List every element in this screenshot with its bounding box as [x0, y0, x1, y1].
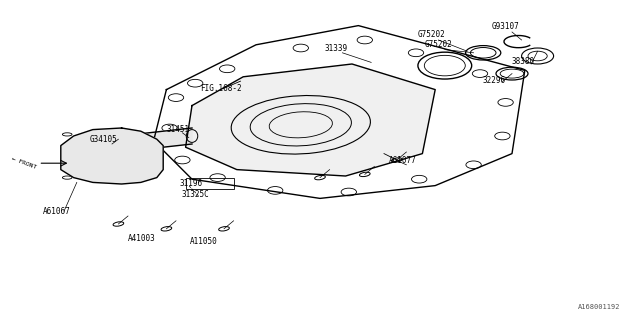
Polygon shape	[134, 128, 192, 150]
Text: A41003: A41003	[128, 234, 156, 243]
Text: A61067: A61067	[42, 207, 70, 216]
Text: FIG.168-2: FIG.168-2	[200, 84, 242, 92]
Text: 32296: 32296	[483, 76, 506, 85]
Text: A168001192: A168001192	[579, 304, 621, 310]
Polygon shape	[186, 64, 435, 176]
Text: 31339: 31339	[324, 44, 348, 52]
Text: G75202: G75202	[418, 30, 446, 39]
Text: ← FRONT: ← FRONT	[11, 156, 37, 170]
Text: 38380: 38380	[512, 57, 535, 66]
Polygon shape	[61, 128, 163, 184]
Text: G75202: G75202	[424, 40, 452, 49]
Text: 31451: 31451	[166, 125, 189, 134]
Text: A61077: A61077	[389, 156, 417, 165]
Text: 31196: 31196	[179, 179, 202, 188]
Text: G34105: G34105	[90, 135, 118, 144]
Text: G93107: G93107	[492, 22, 520, 31]
Text: A11050: A11050	[189, 237, 218, 246]
Text: 31325C: 31325C	[181, 190, 209, 199]
